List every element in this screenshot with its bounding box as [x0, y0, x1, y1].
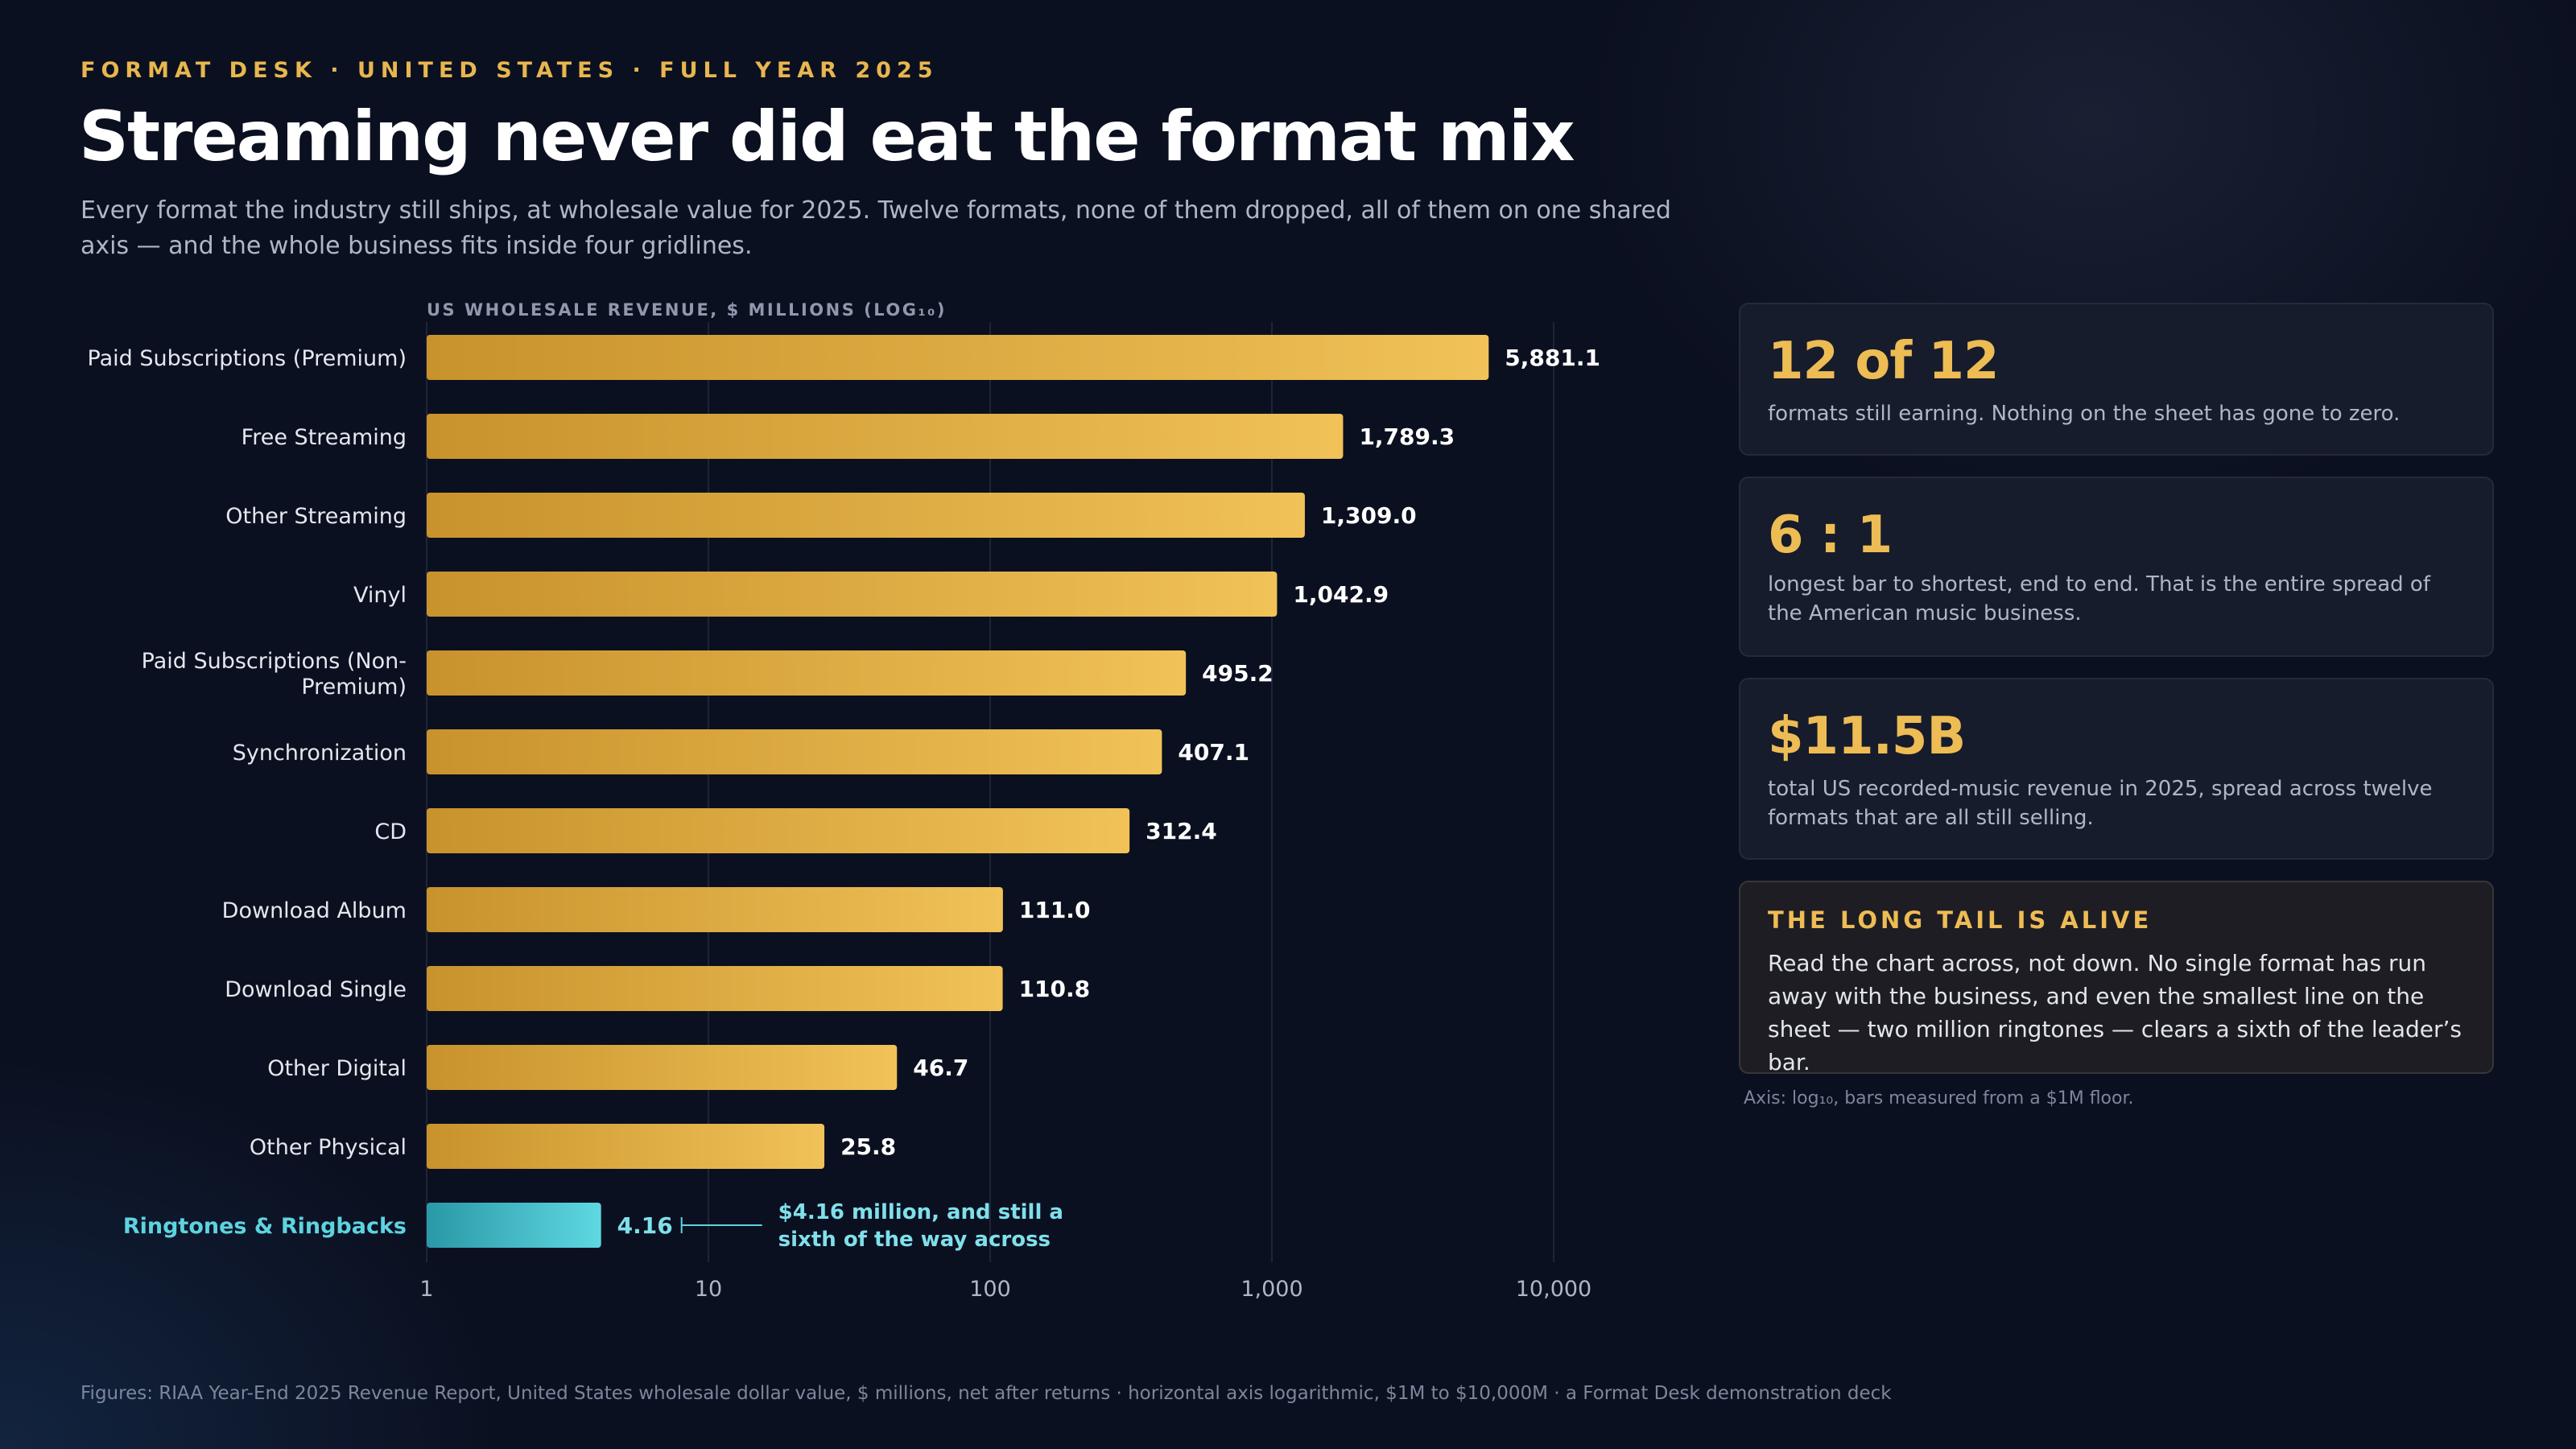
value-label: 495.2 — [1202, 660, 1274, 687]
value-label: 5,881.1 — [1505, 345, 1600, 371]
value-label: 407.1 — [1178, 739, 1249, 766]
labels: 1 10 100 1,000 10,000 Paid Subscriptions (Pre… — [88, 345, 1600, 1302]
stat-value: 12 of 12 — [1768, 332, 1999, 391]
footer-source: Figures: RIAA Year-End 2025 Revenue Repo… — [80, 1383, 1892, 1404]
stat-description: formats still earning. Nothing on the sh… — [1768, 402, 2401, 426]
bar — [427, 493, 1305, 538]
bar — [427, 1045, 898, 1090]
category-label: Paid Subscriptions (Non-Premium) — [142, 649, 407, 700]
callout-body: Read the chart across, not down. No sing… — [1768, 950, 2462, 1075]
stat-value: 6 : 1 — [1768, 506, 1893, 565]
bar — [427, 650, 1187, 696]
bar — [427, 966, 1003, 1011]
x-tick-label: 10 — [695, 1277, 722, 1302]
bar-chart: 1 10 100 1,000 10,000 Paid Subscriptions (Pre… — [88, 322, 1600, 1302]
category-label: Free Streaming — [242, 425, 407, 450]
annotation: $4.16 million, and still a sixth of the w… — [778, 1200, 1063, 1252]
bar — [427, 887, 1003, 932]
bar — [427, 572, 1278, 617]
category-label: Other Digital — [267, 1056, 407, 1081]
category-label: Paid Subscriptions (Premium) — [88, 346, 407, 371]
value-label: 1,309.0 — [1321, 502, 1417, 529]
x-tick-label: 10,000 — [1516, 1277, 1591, 1302]
bar — [427, 414, 1344, 459]
x-tick-label: 1,000 — [1241, 1277, 1302, 1302]
stat-value: $11.5B — [1768, 707, 1966, 766]
value-label: 1,042.9 — [1293, 581, 1389, 608]
subtitle: Every format the industry still ships, a… — [80, 196, 1671, 260]
category-label: Other Physical — [250, 1135, 407, 1160]
x-tick-label: 100 — [969, 1277, 1011, 1302]
bar — [427, 1203, 601, 1248]
long-tail-callout: THE LONG TAIL IS ALIVE Read the chart ac… — [1739, 881, 2494, 1075]
stat-description: longest bar to shortest, end to end. Tha… — [1768, 572, 2430, 625]
bar — [427, 335, 1489, 380]
gridlines — [426, 322, 1554, 1262]
kicker: FORMAT DESK · UNITED STATES · FULL YEAR … — [80, 58, 939, 83]
category-label: Synchronization — [233, 741, 407, 766]
category-label: Download Album — [222, 898, 407, 923]
callout-heading: THE LONG TAIL IS ALIVE — [1768, 906, 2153, 934]
value-label: 1,789.3 — [1359, 423, 1455, 450]
value-label: 46.7 — [913, 1055, 968, 1081]
value-label: 111.0 — [1019, 897, 1091, 923]
bar — [427, 808, 1130, 853]
page-title: Streaming never did eat the format mix — [79, 97, 1575, 177]
bar — [427, 729, 1162, 774]
category-label: CD — [374, 819, 407, 844]
x-tick-label: 1 — [419, 1277, 433, 1302]
stat-description: total US recorded-music revenue in 2025,… — [1768, 777, 2433, 830]
category-label: Download Single — [225, 977, 407, 1002]
axis-caption: US WHOLESALE REVENUE, $ MILLIONS (LOG₁₀) — [427, 300, 947, 320]
value-label: 312.4 — [1146, 818, 1217, 844]
stat-card-total: $11.5B total US recorded-music revenue i… — [1739, 678, 2494, 860]
bar — [427, 1124, 825, 1169]
value-label: 110.8 — [1019, 976, 1091, 1002]
category-label: Other Streaming — [225, 504, 407, 529]
bars — [427, 335, 1489, 1248]
axis-note: Axis: log₁₀, bars measured from a $1M fl… — [1744, 1088, 2134, 1108]
value-label: 4.16 — [617, 1212, 673, 1239]
category-label: Vinyl — [353, 583, 407, 608]
stat-card-ratio: 6 : 1 longest bar to shortest, end to en… — [1739, 477, 2494, 657]
value-label: 25.8 — [840, 1133, 896, 1160]
stat-card-formats: 12 of 12 formats still earning. Nothing … — [1739, 303, 2494, 456]
category-label: Ringtones & Ringbacks — [123, 1214, 407, 1239]
